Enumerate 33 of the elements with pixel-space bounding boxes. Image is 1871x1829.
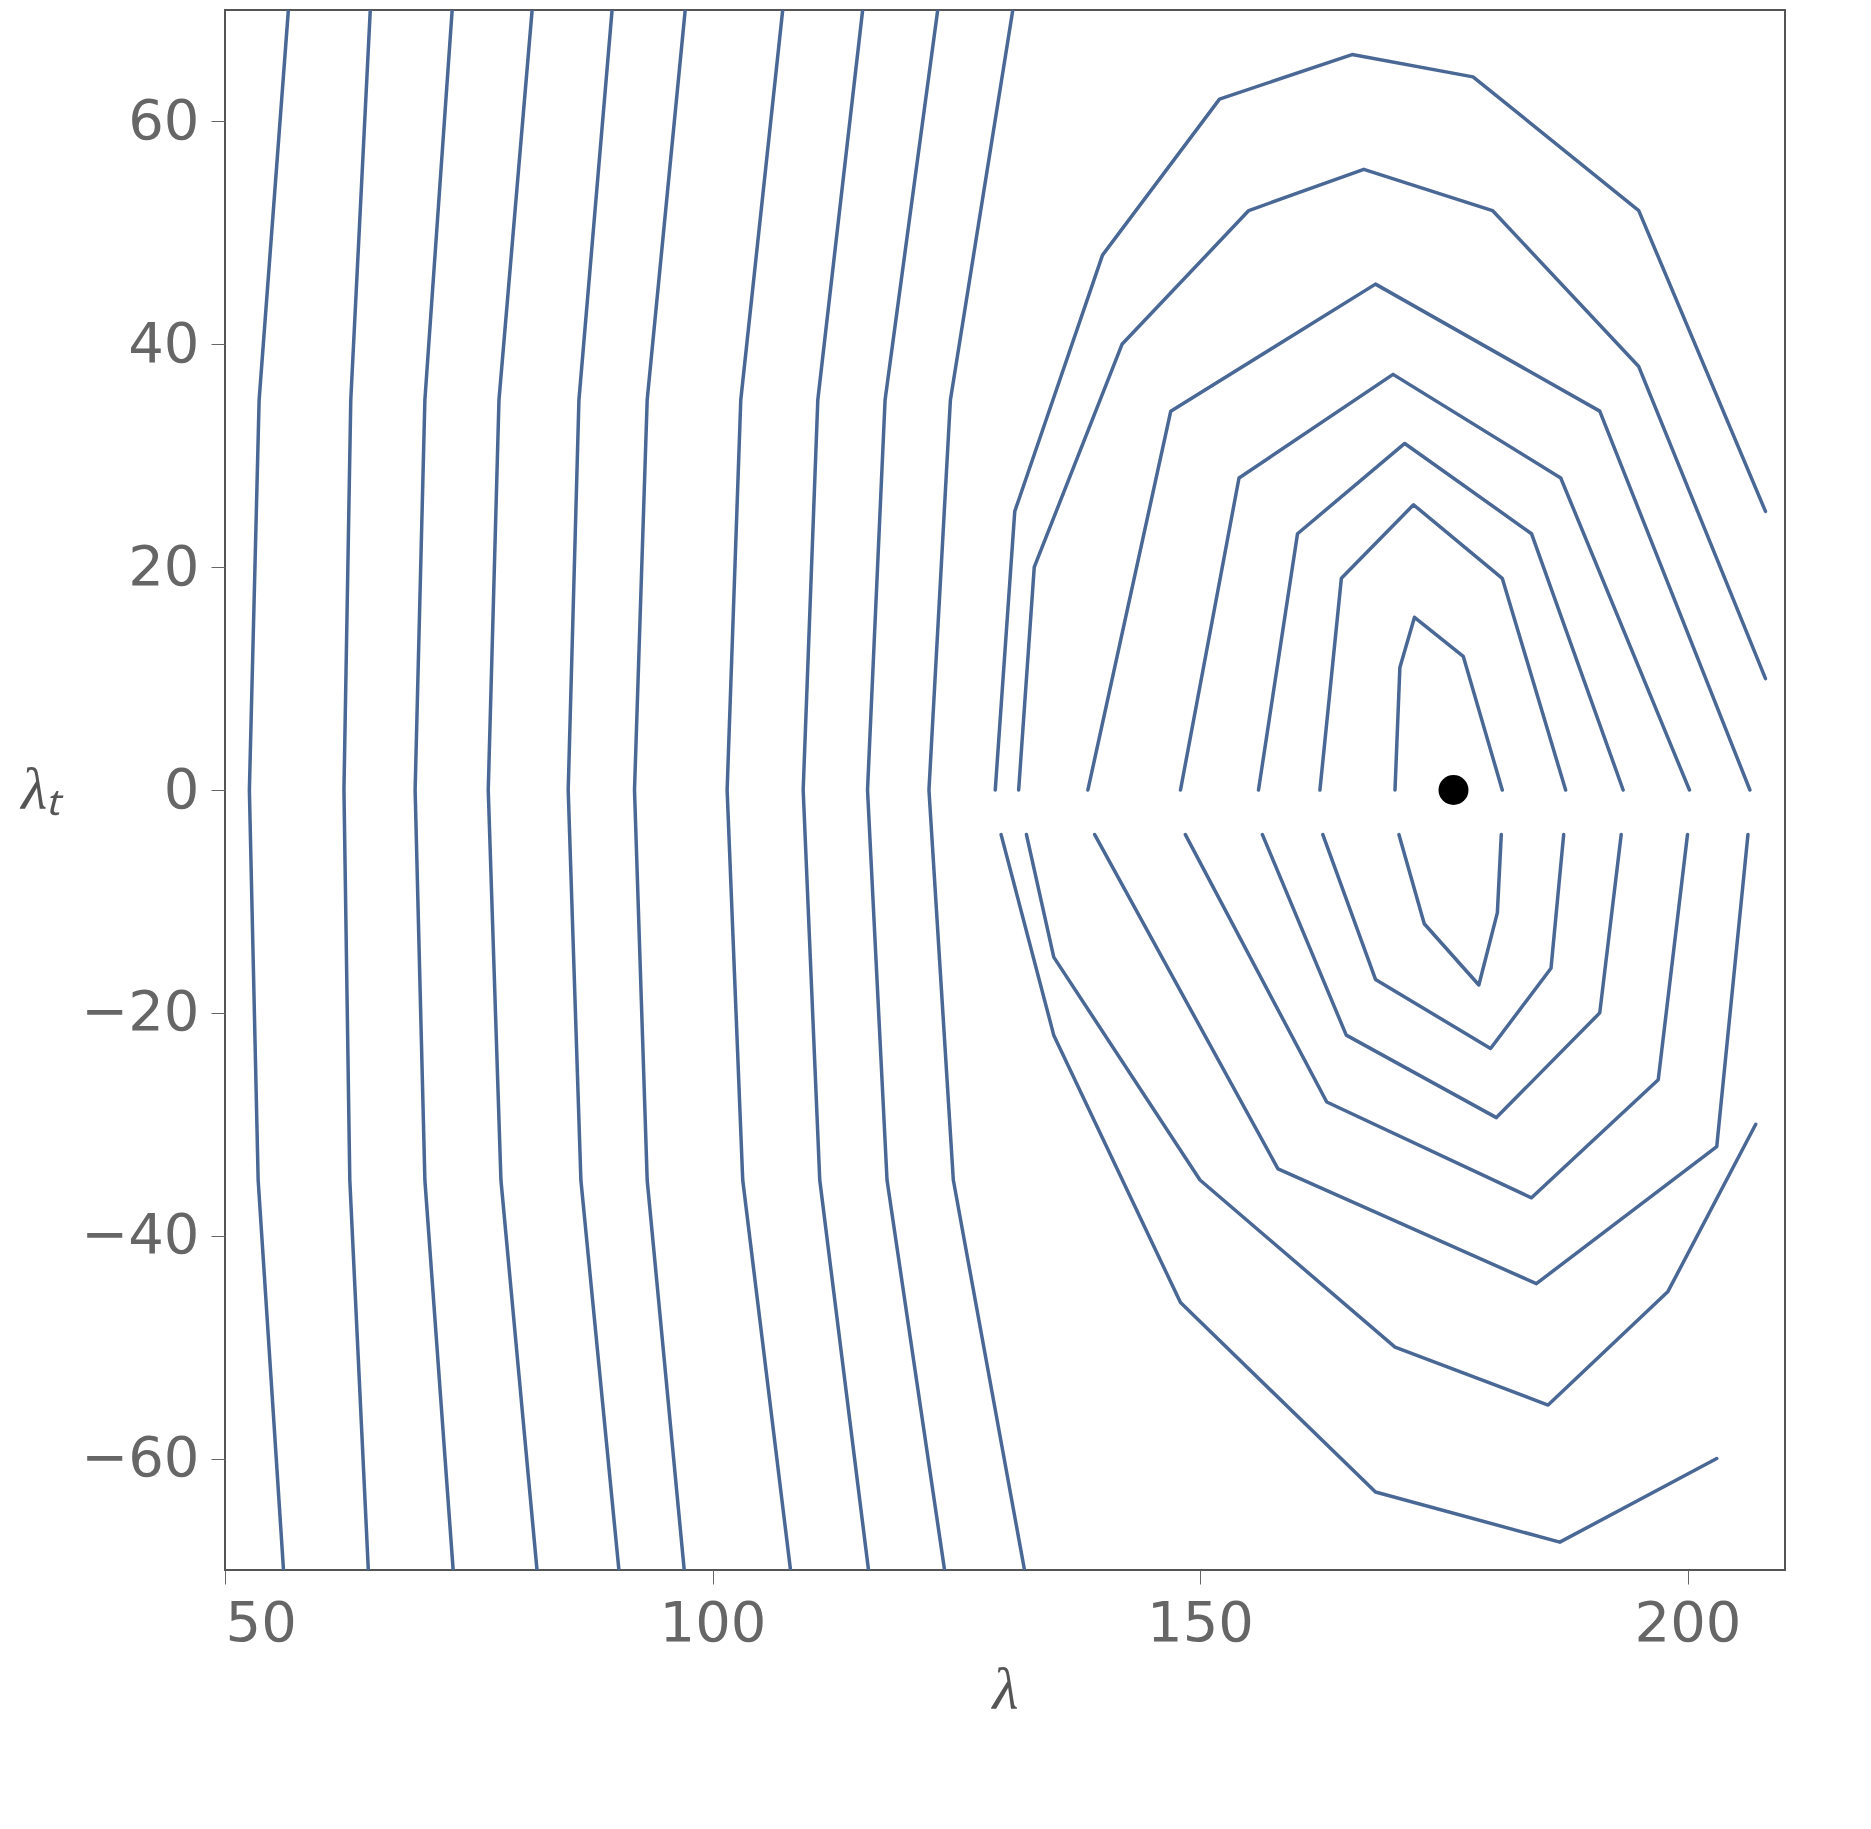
y-tick-label: −60 xyxy=(81,1424,200,1490)
line-series xyxy=(413,10,455,1570)
line-series xyxy=(1393,615,1504,792)
y-tick-label: 40 xyxy=(128,309,200,375)
line-series xyxy=(1397,832,1504,987)
x-tick-label: 100 xyxy=(659,1588,767,1654)
y-tick-label: 60 xyxy=(128,86,200,152)
line-series xyxy=(1024,832,1758,1407)
line-series xyxy=(865,10,947,1570)
line-series xyxy=(1183,832,1690,1200)
line-series xyxy=(993,52,1768,792)
line-series xyxy=(632,10,687,1570)
y-tick-label: −40 xyxy=(81,1201,200,1267)
line-series xyxy=(1092,832,1750,1286)
line-series xyxy=(1016,167,1768,792)
line-series xyxy=(999,832,1719,1544)
y-axis-title: λₜ xyxy=(19,755,65,822)
line-series xyxy=(566,10,621,1570)
line-series xyxy=(927,10,1027,1570)
y-tick-label: −20 xyxy=(81,978,200,1044)
line-series xyxy=(342,10,373,1570)
x-tick-label: 200 xyxy=(1634,1588,1742,1654)
x-tick-label: 150 xyxy=(1147,1588,1254,1654)
line-series xyxy=(247,10,291,1570)
x-tick-label: 50 xyxy=(225,1588,297,1654)
line-series xyxy=(801,10,871,1570)
line-series xyxy=(725,10,793,1570)
x-axis-title: λ xyxy=(990,1655,1019,1722)
line-series xyxy=(486,10,539,1570)
y-tick-label: 20 xyxy=(128,532,200,598)
line-series xyxy=(1260,832,1623,1120)
y-tick-label: 0 xyxy=(163,755,200,821)
line-series xyxy=(1321,832,1566,1051)
